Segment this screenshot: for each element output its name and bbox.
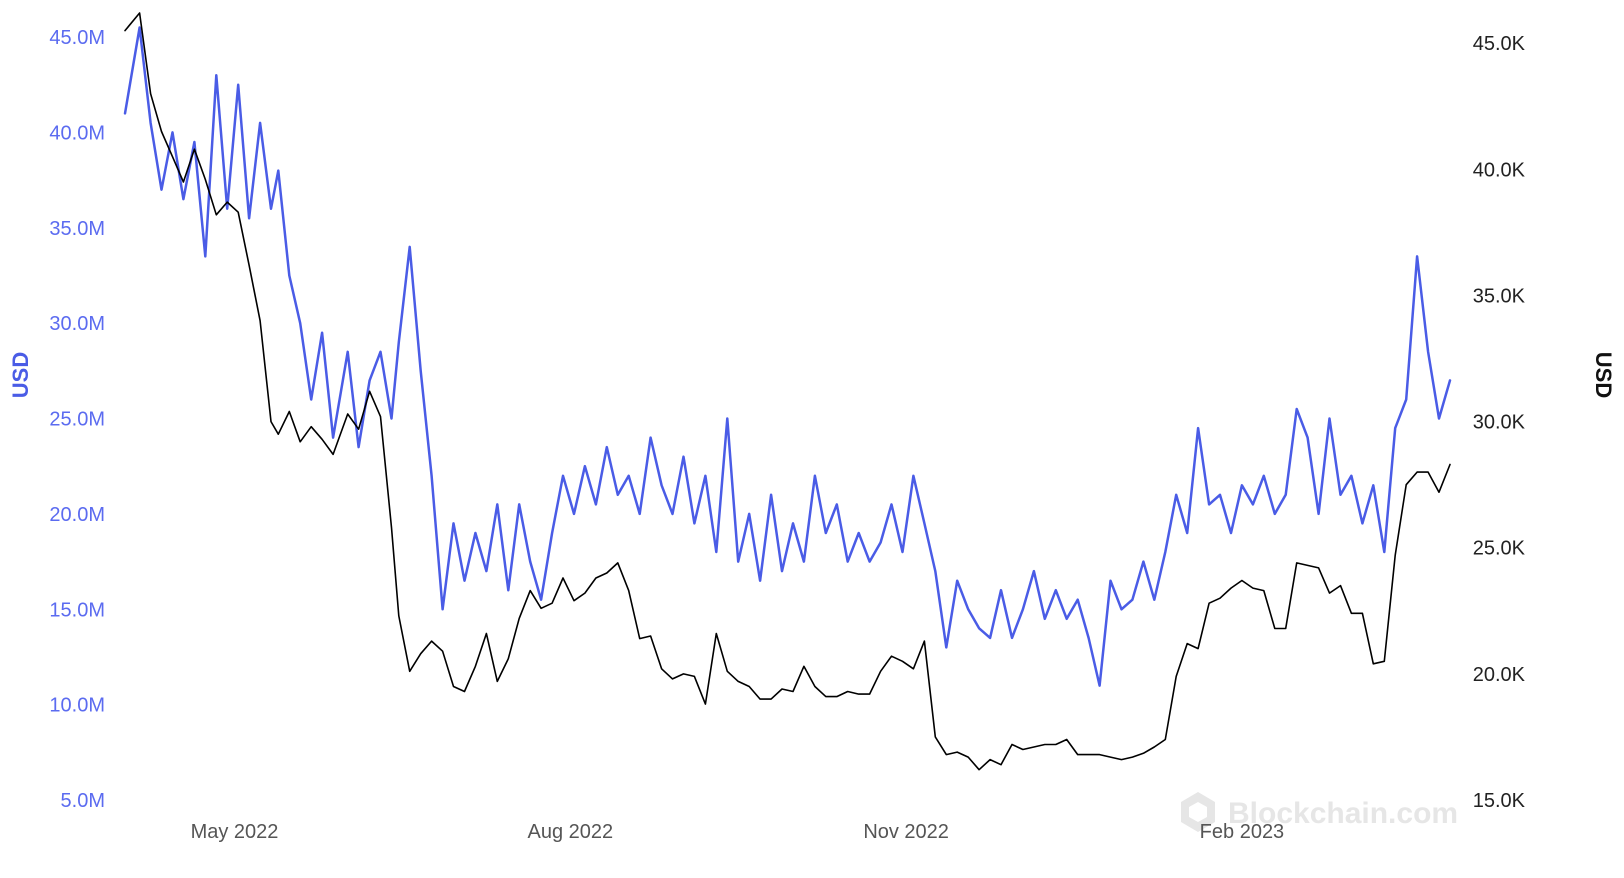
left-tick-label: 25.0M: [49, 409, 105, 431]
left-tick-label: 20.0M: [49, 504, 105, 526]
left-tick-label: 30.0M: [49, 313, 105, 335]
watermark-text: Blockchain.com: [1228, 797, 1458, 830]
x-tick-label: Feb 2023: [1200, 821, 1285, 843]
right-tick-label: 35.0K: [1473, 285, 1526, 307]
series-line-right: [124, 12, 1451, 771]
left-tick-label: 10.0M: [49, 695, 105, 717]
series-layer: [123, 12, 1452, 771]
left-axis: 5.0M 10.0M 15.0M 20.0M 25.0M 30.0M 35.0M 40.0M 4…: [49, 27, 105, 812]
right-tick-label: 20.0K: [1473, 664, 1526, 686]
x-axis: May 2022 Aug 2022 Nov 2022 Feb 2023: [191, 821, 1285, 843]
watermark: Blockchain.com: [1181, 792, 1458, 832]
left-tick-label: 40.0M: [49, 122, 105, 144]
right-axis-title: USD: [1591, 352, 1616, 398]
right-tick-label: 45.0K: [1473, 33, 1526, 55]
x-tick-label: May 2022: [191, 821, 279, 843]
left-tick-label: 45.0M: [49, 27, 105, 49]
left-tick-label: 5.0M: [61, 790, 105, 812]
left-tick-label: 35.0M: [49, 218, 105, 240]
watermark-logo-icon: [1181, 792, 1215, 832]
right-tick-label: 30.0K: [1473, 412, 1526, 434]
left-axis-title: USD: [8, 352, 33, 398]
right-axis: 15.0K 20.0K 25.0K 30.0K 35.0K 40.0K 45.0K: [1473, 33, 1526, 812]
right-tick-label: 40.0K: [1473, 159, 1526, 181]
left-tick-label: 15.0M: [49, 599, 105, 621]
x-tick-label: Nov 2022: [863, 821, 949, 843]
x-tick-label: Aug 2022: [527, 821, 613, 843]
series-line-left: [123, 26, 1452, 687]
right-tick-label: 15.0K: [1473, 790, 1526, 812]
right-tick-label: 25.0K: [1473, 538, 1526, 560]
